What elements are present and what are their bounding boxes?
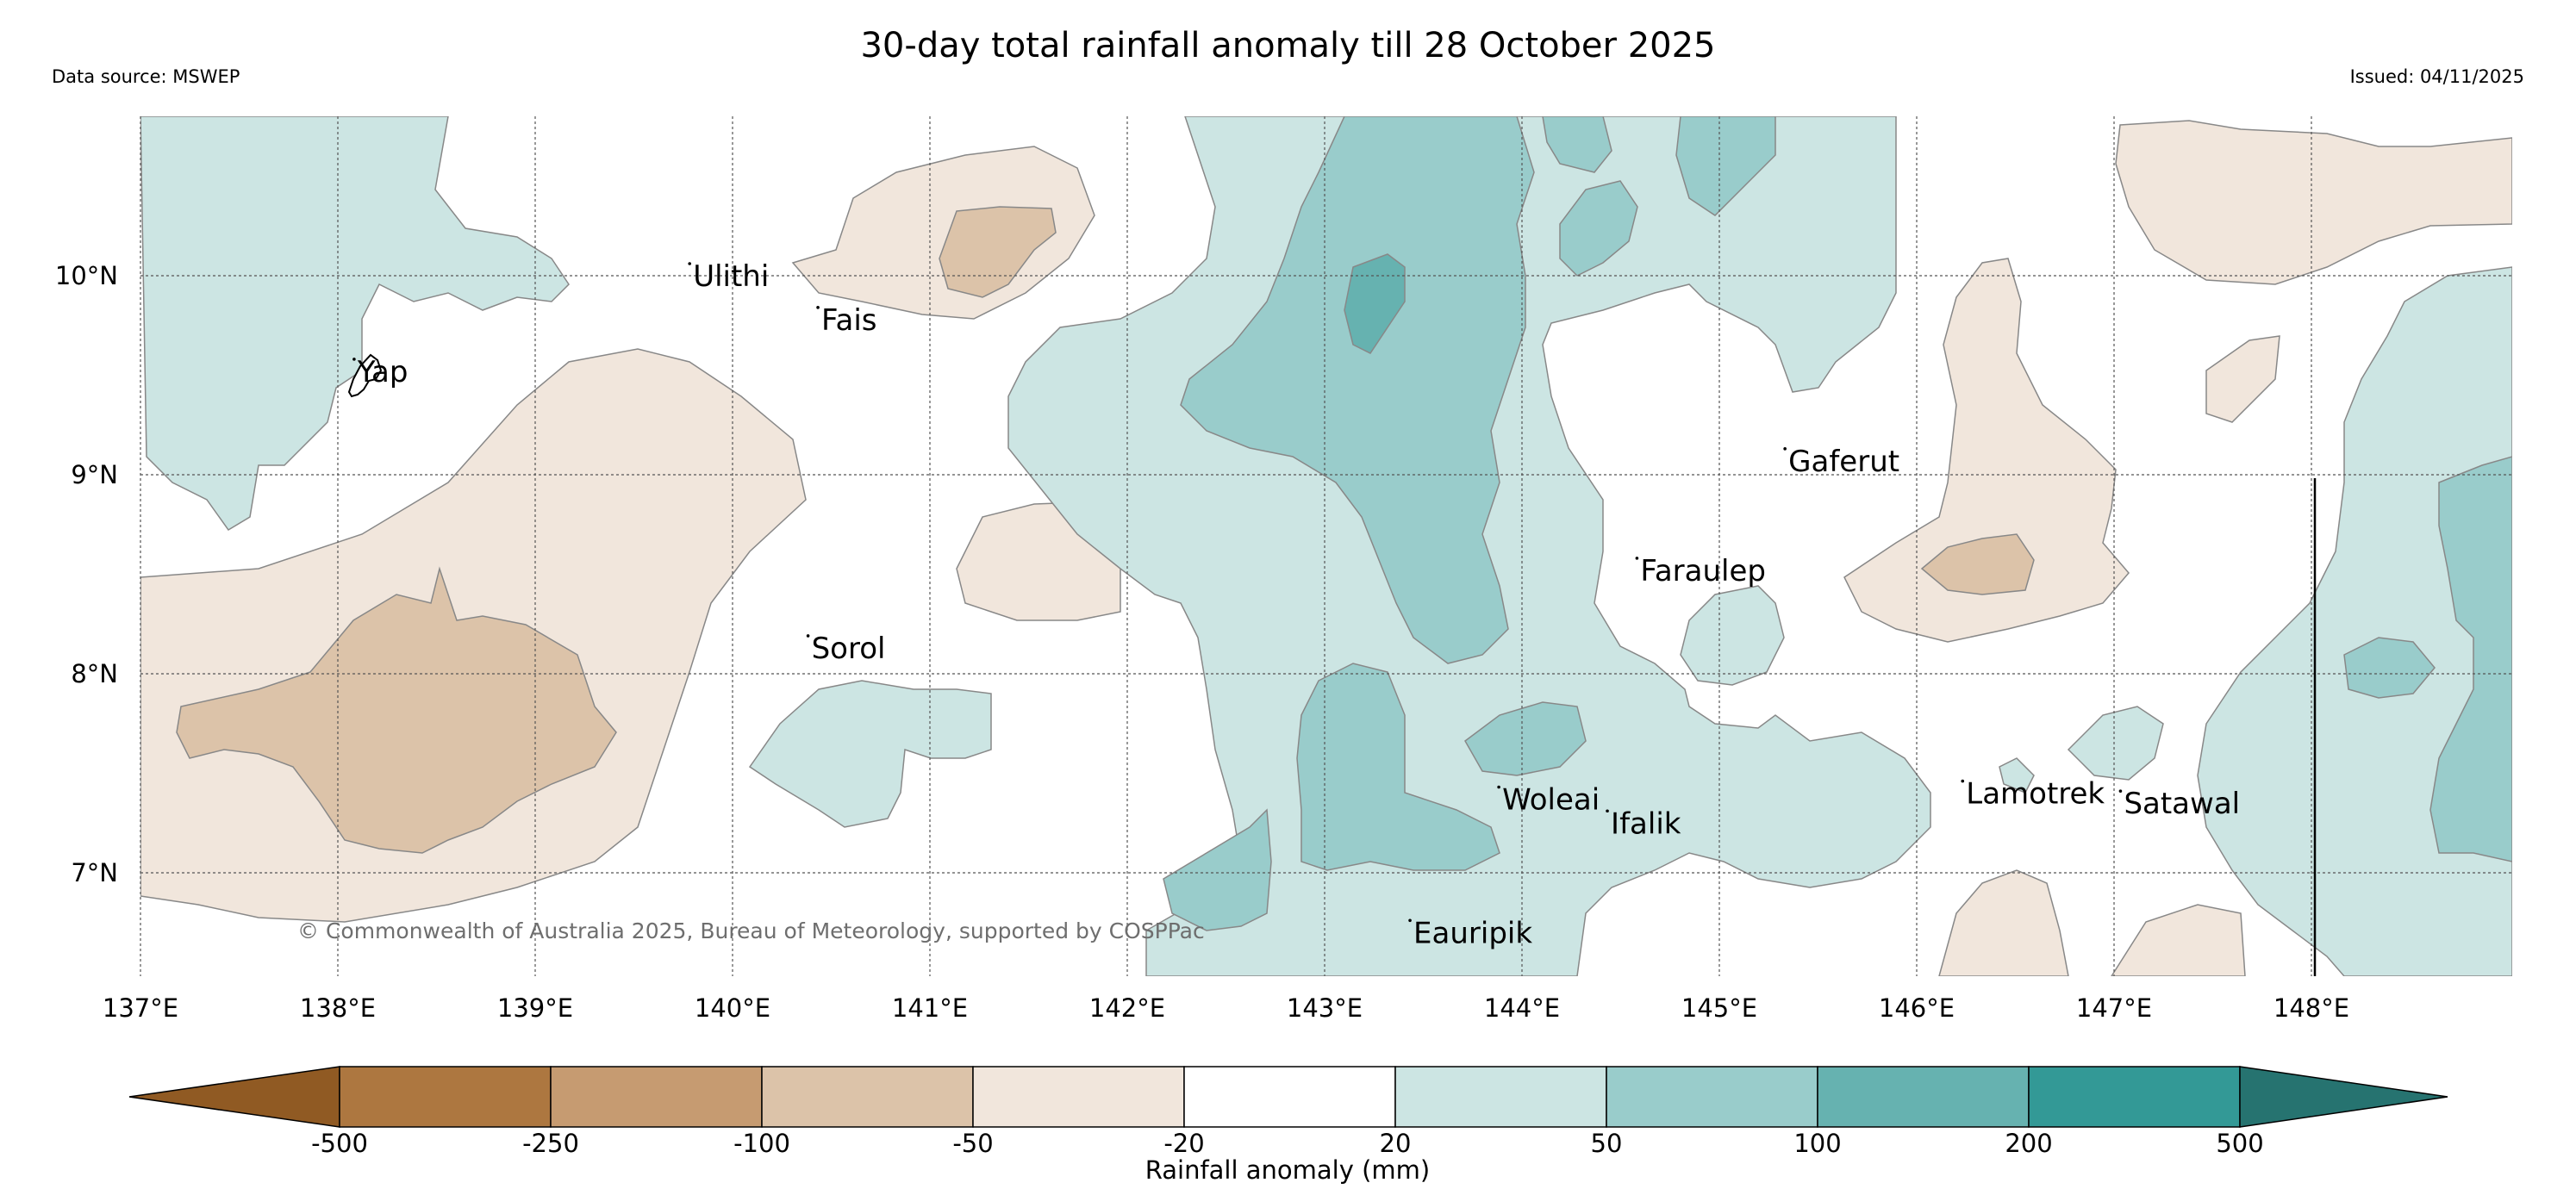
wet-region-southwest-moderate	[1163, 808, 1272, 931]
place-marker	[688, 262, 691, 265]
colorbar-extend-high	[2239, 1066, 2448, 1128]
colorbar-tick-label: -100	[733, 1129, 790, 1158]
dry-region-north-central-strong	[939, 206, 1057, 298]
colorbar: -500 -250 -100 -50 -20 20 50 100 200 500	[128, 1066, 2448, 1158]
colorbar-tick-label: -500	[311, 1129, 368, 1158]
data-source-label: Data source: MSWEP	[52, 66, 240, 87]
place-label: Lamotrek	[1966, 777, 2105, 812]
longitude-tick-label: 138°E	[300, 993, 376, 1023]
longitude-tick-label: 142°E	[1089, 993, 1165, 1023]
place-marker	[2118, 789, 2123, 793]
dry-region-northeast	[2115, 120, 2512, 285]
anomaly-contours	[140, 116, 2512, 976]
place-label: Faraulep	[1640, 554, 1766, 588]
place-marker	[1961, 779, 1965, 783]
colorbar-tick-label: -250	[522, 1129, 579, 1158]
longitude-tick-label: 147°E	[2076, 993, 2152, 1023]
longitude-tick-label: 137°E	[103, 993, 178, 1023]
copyright-notice: © Commonwealth of Australia 2025, Bureau…	[297, 918, 1205, 943]
latitude-ticks: 10°N 9°N 8°N 7°N	[55, 261, 118, 887]
longitude-ticks: 137°E 138°E 139°E 140°E 141°E 142°E 143°E 144°E…	[103, 993, 2349, 1023]
dry-region-east	[1843, 258, 2130, 643]
dry-region-east-patch	[2205, 335, 2280, 423]
map-title: 30-day total rainfall anomaly till 28 Oc…	[860, 26, 1716, 65]
colorbar-tick-label: -50	[952, 1129, 993, 1158]
longitude-tick-label: 141°E	[892, 993, 968, 1023]
colorbar-segment	[1817, 1066, 2030, 1128]
dry-region-east-strong	[1920, 533, 2035, 595]
dry-region-west-strong	[176, 566, 617, 854]
yap-island-outline	[347, 353, 383, 398]
colorbar-segment	[972, 1066, 1185, 1128]
wet-region-woleai-moderate	[1464, 701, 1587, 776]
wet-region-east-moderate-2	[2343, 637, 2436, 699]
longitude-tick-label: 144°E	[1484, 993, 1560, 1023]
longitude-tick-label: 140°E	[695, 993, 770, 1023]
wet-region-patch	[1999, 757, 2035, 794]
place-label: Fais	[821, 303, 876, 338]
colorbar-segment	[2028, 1066, 2241, 1128]
latitude-tick-label: 8°N	[71, 659, 118, 688]
latitude-tick-label: 10°N	[55, 261, 118, 290]
wet-region-south-moderate	[1296, 663, 1500, 871]
longitude-tick-label: 146°E	[1879, 993, 1955, 1023]
colorbar-segment	[339, 1066, 552, 1128]
colorbar-segment	[1394, 1066, 1607, 1128]
wet-region-east-moderate	[2429, 456, 2512, 862]
colorbar-tick-label: 50	[1591, 1129, 1623, 1158]
place-marker	[816, 306, 820, 309]
dry-region-southeast-2	[2111, 904, 2246, 976]
colorbar-segment	[761, 1066, 974, 1128]
longitude-tick-label: 148°E	[2273, 993, 2349, 1023]
latitude-tick-label: 7°N	[71, 858, 118, 887]
dry-region-north-central	[791, 146, 1095, 320]
place-label: Ifalik	[1611, 806, 1681, 841]
place-label: Ulithi	[693, 259, 769, 294]
wet-region-northwest	[140, 116, 570, 531]
place-label: Woleai	[1502, 783, 1600, 818]
place-labels: Ulithi Fais Yap Gaferut Faraulep Sorol Woleai I…	[352, 259, 2240, 950]
longitude-tick-label: 139°E	[497, 993, 573, 1023]
wet-region-north-moderate	[1675, 116, 1776, 216]
place-marker	[1783, 447, 1787, 451]
place-marker	[1497, 785, 1500, 789]
place-marker	[1408, 918, 1412, 923]
place-label: Satawal	[2124, 787, 2240, 821]
colorbar-segment	[1183, 1066, 1396, 1128]
place-marker	[1635, 557, 1639, 560]
issued-date-label: Issued: 04/11/2025	[2349, 66, 2524, 87]
colorbar-tick-label: 20	[1380, 1129, 1412, 1158]
colorbar-extend-low	[128, 1066, 340, 1128]
dry-region-southeast	[1938, 869, 2069, 976]
colorbar-segment	[550, 1066, 763, 1128]
longitude-tick-label: 145°E	[1681, 993, 1757, 1023]
wet-region-core	[1344, 253, 1406, 354]
wet-region-northcentral-moderate	[1559, 180, 1638, 277]
place-label: Sorol	[812, 632, 886, 666]
wet-region-sorol	[748, 680, 992, 828]
wet-region-lamotrek-patch	[2067, 706, 2164, 781]
place-marker	[352, 358, 356, 361]
wet-region-faraulep	[1680, 585, 1785, 686]
colorbar-tick-label: -20	[1163, 1129, 1204, 1158]
place-label: Eauripik	[1413, 916, 1532, 950]
colorbar-tick-label: 200	[2005, 1129, 2052, 1158]
place-label: Gaferut	[1788, 445, 1899, 479]
colorbar-tick-label: 100	[1793, 1129, 1841, 1158]
longitude-tick-label: 143°E	[1287, 993, 1363, 1023]
gridlines	[140, 116, 2512, 976]
latitude-tick-label: 9°N	[71, 460, 118, 489]
colorbar-segment	[1606, 1066, 1818, 1128]
place-marker	[806, 634, 810, 638]
place-marker	[1606, 809, 1609, 813]
wet-region-central-moderate	[1180, 116, 1535, 664]
place-label: Yap	[357, 355, 409, 389]
colorbar-label: Rainfall anomaly (mm)	[1145, 1155, 1431, 1185]
colorbar-tick-label: 500	[2216, 1129, 2263, 1158]
wet-region-north-moderate-2	[1542, 116, 1612, 173]
